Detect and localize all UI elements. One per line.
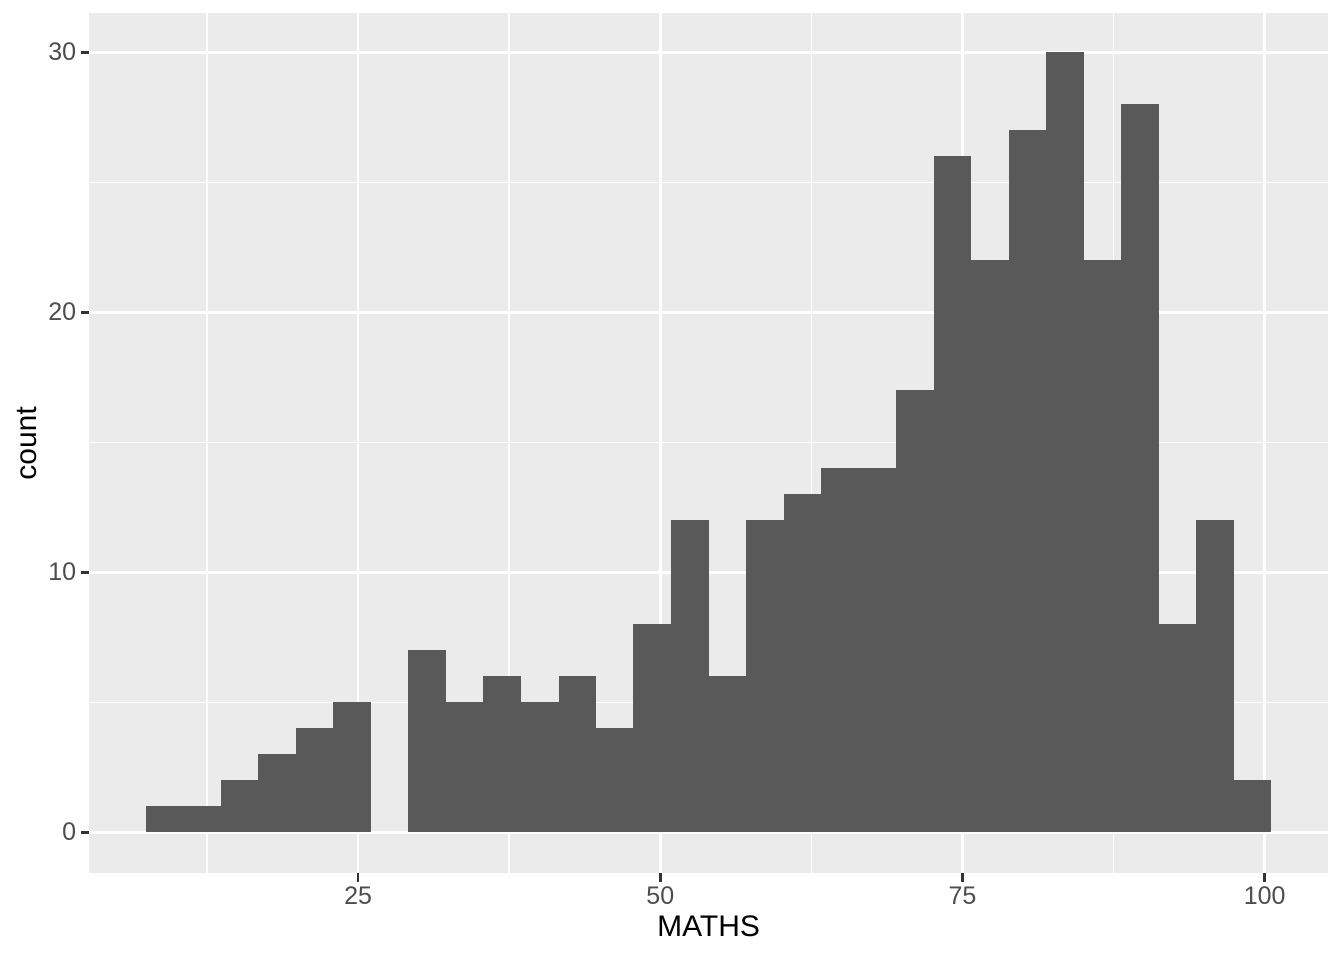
x-axis-tick: [658, 873, 662, 882]
grid-minor-y: [89, 181, 1328, 184]
histogram-bar: [784, 494, 821, 833]
histogram-bar: [1159, 624, 1196, 833]
histogram-bar: [1196, 520, 1234, 833]
histogram-bar: [934, 156, 971, 833]
x-tick-label: 25: [344, 882, 372, 910]
x-tick-label: 75: [948, 882, 977, 910]
y-tick-label: 0: [62, 817, 76, 846]
histogram-bar: [221, 780, 258, 833]
histogram-bar: [1121, 104, 1159, 833]
x-axis-title: MATHS: [657, 910, 760, 943]
x-axis-tick: [1263, 873, 1266, 882]
y-axis-title: count: [10, 406, 43, 480]
histogram-bar: [146, 806, 183, 833]
histogram-bar: [296, 728, 333, 833]
histogram-bar: [446, 702, 483, 833]
histogram-bar: [559, 676, 596, 833]
histogram-bar: [671, 520, 709, 833]
histogram-bar: [821, 468, 859, 833]
y-axis-tick: [80, 831, 89, 834]
histogram-bar: [859, 468, 896, 833]
histogram-bar: [483, 676, 521, 833]
histogram-bar: [183, 806, 221, 833]
histogram-bar: [521, 702, 559, 833]
grid-major-y: [89, 51, 1328, 54]
x-tick-label: 50: [646, 882, 675, 910]
x-tick-label: 100: [1243, 882, 1286, 910]
histogram-bar: [1046, 52, 1084, 833]
y-tick-label: 10: [48, 557, 76, 586]
histogram-bar: [408, 650, 446, 833]
x-axis-tick: [356, 873, 360, 882]
y-axis-tick: [80, 311, 89, 314]
grid-major-x: [356, 13, 360, 873]
y-tick-label: 30: [48, 37, 76, 66]
y-axis-tick: [80, 51, 89, 54]
x-axis-tick: [961, 873, 964, 882]
grid-minor-x: [810, 13, 812, 873]
histogram-bar: [971, 260, 1009, 833]
histogram-bar: [1084, 260, 1121, 833]
grid-minor-x: [508, 13, 510, 873]
grid-minor-y: [89, 441, 1328, 444]
histogram-bar: [709, 676, 746, 833]
histogram-bar: [333, 702, 371, 833]
grid-major-x: [1263, 13, 1266, 873]
histogram-bar: [896, 390, 934, 833]
histogram-bar: [258, 754, 296, 833]
histogram-bar: [1009, 130, 1046, 833]
histogram-bar: [596, 728, 633, 833]
y-axis-tick: [80, 571, 89, 574]
histogram-bar: [746, 520, 784, 833]
plot-panel: [89, 13, 1328, 873]
y-tick-label: 20: [48, 297, 76, 326]
histogram-bar: [633, 624, 671, 833]
grid-major-y: [89, 831, 1328, 834]
grid-major-x: [658, 13, 662, 873]
grid-major-y: [89, 311, 1328, 314]
grid-minor-x: [206, 13, 208, 873]
histogram-bar: [1234, 780, 1271, 833]
